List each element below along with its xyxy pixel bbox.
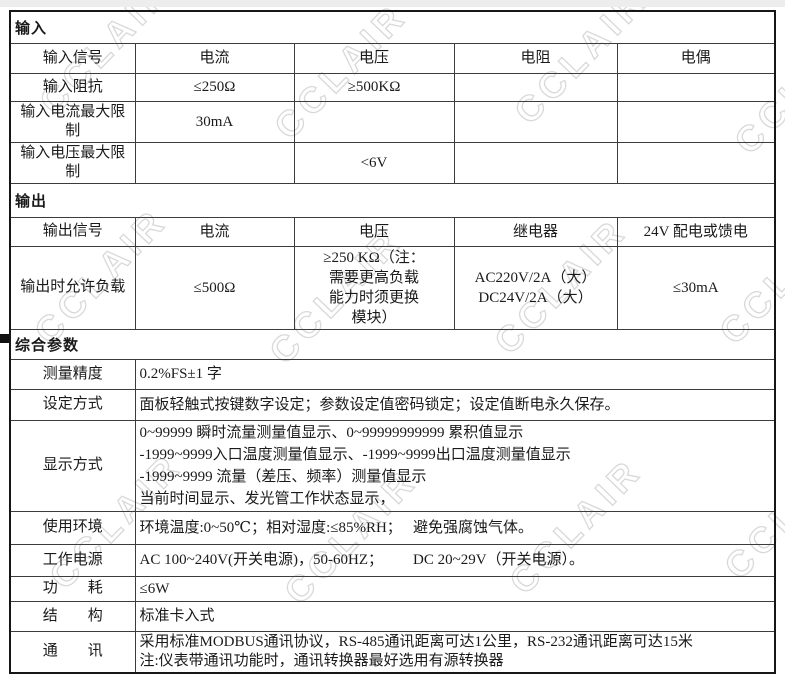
value-cell	[293, 100, 455, 143]
spec-table: 输入 输入信号 电流 电压 电阻 电偶 输入阻抗 ≤250Ω ≥500KΩ 输入…	[9, 10, 777, 674]
page-top-strip	[0, 0, 785, 7]
table-row: 输入阻抗 ≤250Ω ≥500KΩ	[9, 72, 776, 102]
row-label: 显示方式	[9, 419, 136, 512]
value-cell: ≤30mA	[616, 245, 776, 330]
value-cell: 继电器	[453, 216, 618, 247]
section-title-row-output: 输出	[9, 182, 776, 218]
table-row: 功 耗 ≤6W	[9, 575, 776, 602]
value-cell: 面板轻触式按键数字设定；参数设定值密码锁定；设定值断电永久保存。	[134, 388, 776, 421]
value-cell	[616, 141, 776, 184]
value-cell: 电流	[134, 216, 295, 247]
table-row: 结 构 标准卡入式	[9, 600, 776, 632]
value-cell: 环境温度:0~50℃；相对湿度:≤85%RH； 避免强腐蚀气体。	[134, 510, 776, 545]
row-label: 设定方式	[9, 388, 136, 421]
section-title-row-general: 综合参数	[9, 328, 776, 360]
value-cell: ≤6W	[134, 575, 776, 602]
value-cell: 0.2%FS±1 字	[134, 358, 776, 390]
value-cell: <6V	[293, 141, 455, 184]
row-label: 输出时允许负载	[9, 245, 136, 330]
value-cell: 标准卡入式	[134, 600, 776, 632]
table-row: 输出时允许负载 ≤500Ω ≥250 KΩ（注： 需要更高负载 能力时须更换 模…	[9, 245, 776, 330]
row-label: 输入阻抗	[9, 72, 136, 102]
table-row: 测量精度 0.2%FS±1 字	[9, 358, 776, 390]
row-label: 输入信号	[9, 42, 136, 74]
value-cell	[453, 100, 618, 143]
section-title-general: 综合参数	[9, 328, 776, 360]
row-label: 输入电流最大限制	[9, 100, 136, 143]
row-label: 功 耗	[9, 575, 136, 602]
section-title-output: 输出	[9, 182, 776, 218]
value-cell	[453, 141, 618, 184]
value-cell	[453, 72, 618, 102]
value-cell: 30mA	[134, 100, 295, 143]
table-row: 使用环境 环境温度:0~50℃；相对湿度:≤85%RH； 避免强腐蚀气体。	[9, 510, 776, 545]
row-label: 输入电压最大限制	[9, 141, 136, 184]
row-label: 工作电源	[9, 543, 136, 577]
value-cell: 采用标准MODBUS通讯协议，RS-485通讯距离可达1公里，RS-232通讯距…	[134, 630, 776, 673]
table-row: 输入电流最大限制 30mA	[9, 100, 776, 143]
value-cell: AC220V/2A（大） DC24V/2A（大）	[453, 245, 618, 330]
section-title-row-input: 输入	[9, 10, 776, 44]
value-cell: 电压	[293, 42, 455, 74]
value-cell	[616, 100, 776, 143]
row-label: 使用环境	[9, 510, 136, 545]
value-cell: ≤500Ω	[134, 245, 295, 330]
value-cell: ≥500KΩ	[293, 72, 455, 102]
value-cell	[134, 141, 295, 184]
table-row: 通 讯 采用标准MODBUS通讯协议，RS-485通讯距离可达1公里，RS-23…	[9, 630, 776, 673]
value-cell: ≤250Ω	[134, 72, 295, 102]
row-label: 测量精度	[9, 358, 136, 390]
table-row: 设定方式 面板轻触式按键数字设定；参数设定值密码锁定；设定值断电永久保存。	[9, 388, 776, 421]
value-cell: ≥250 KΩ（注： 需要更高负载 能力时须更换 模块）	[293, 245, 455, 330]
section-title-input: 输入	[9, 10, 776, 44]
row-label: 通 讯	[9, 630, 136, 673]
table-row: 输出信号 电流 电压 继电器 24V 配电或馈电	[9, 216, 776, 247]
row-label: 输出信号	[9, 216, 136, 247]
value-cell	[616, 72, 776, 102]
value-cell: 24V 配电或馈电	[616, 216, 776, 247]
table-row: 工作电源 AC 100~240V(开关电源)，50-60HZ； DC 20~29…	[9, 543, 776, 577]
table-row: 显示方式 0~99999 瞬时流量测量值显示、0~99999999999 累积值…	[9, 419, 776, 512]
value-cell: 0~99999 瞬时流量测量值显示、0~99999999999 累积值显示 -1…	[134, 419, 776, 512]
value-cell: 电偶	[616, 42, 776, 74]
value-cell: 电流	[134, 42, 295, 74]
table-row: 输入电压最大限制 <6V	[9, 141, 776, 184]
row-label: 结 构	[9, 600, 136, 632]
left-edge-mark	[0, 334, 9, 343]
value-cell: AC 100~240V(开关电源)，50-60HZ； DC 20~29V（开关电…	[134, 543, 776, 577]
value-cell: 电阻	[453, 42, 618, 74]
value-cell: 电压	[293, 216, 455, 247]
table-row: 输入信号 电流 电压 电阻 电偶	[9, 42, 776, 74]
